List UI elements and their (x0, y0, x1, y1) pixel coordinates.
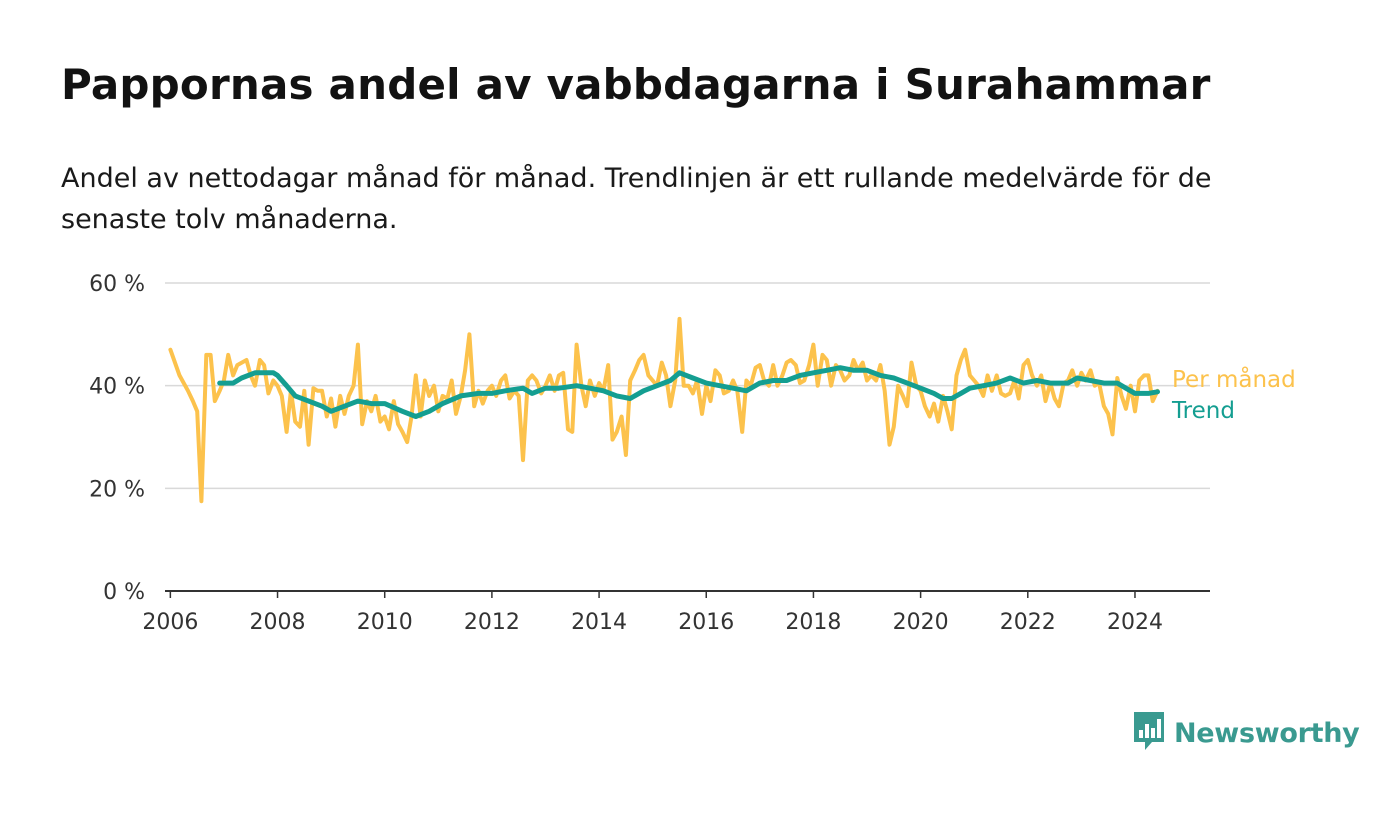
newsworthy-logo-icon (1132, 710, 1166, 756)
y-axis-tick-labels: 0 % 20 % 40 % 60 % (89, 272, 145, 605)
x-tick-label: 2022 (1000, 610, 1056, 635)
y-tick-label: 0 % (103, 580, 145, 605)
series-line-trend (217, 365, 1160, 419)
y-tick-label: 60 % (89, 272, 145, 297)
x-tick-label: 2010 (357, 610, 413, 635)
series-label: Trend (1171, 398, 1235, 424)
grid-lines (165, 282, 1210, 592)
newsworthy-brand: Newsworthy (1132, 710, 1360, 756)
chart-title: Pappornas andel av vabbdagarna i Suraham… (61, 60, 1211, 109)
x-tick-label: 2008 (250, 610, 306, 635)
x-tick-label: 2020 (893, 610, 949, 635)
series-line-per-manad (168, 316, 1160, 504)
y-tick-label: 20 % (89, 477, 145, 502)
brand-name: Newsworthy (1174, 717, 1360, 749)
series-end-labels: Per månad Trend (1171, 365, 1296, 424)
y-tick-label: 40 % (89, 375, 145, 400)
x-axis-tick-labels: 2006 2008 2010 2012 2014 2016 2018 2020 2022 2024 (142, 591, 1163, 635)
series-label: Per månad (1172, 365, 1296, 393)
x-tick-label: 2012 (464, 610, 520, 635)
chart-subtitle: Andel av nettodagar månad för månad. Tre… (61, 163, 1212, 235)
x-tick-label: 2014 (571, 610, 627, 635)
x-tick-label: 2024 (1107, 610, 1163, 635)
x-tick-label: 2016 (678, 610, 734, 635)
series-lines (168, 316, 1160, 504)
x-tick-label: 2006 (142, 610, 198, 635)
x-tick-label: 2018 (785, 610, 841, 635)
